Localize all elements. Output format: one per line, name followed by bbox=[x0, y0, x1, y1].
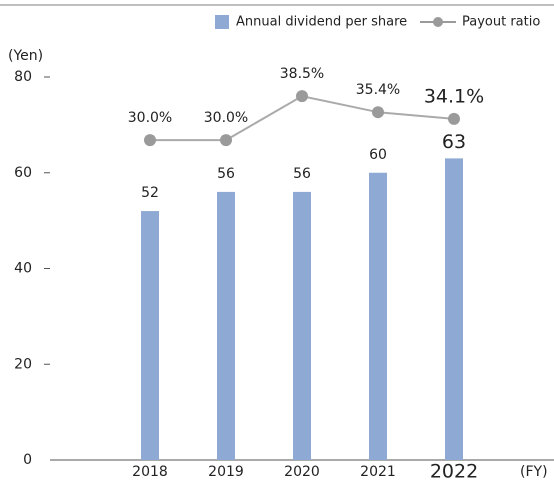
x-tick-label: 2022 bbox=[430, 461, 478, 483]
ratio-marker bbox=[448, 112, 460, 125]
ratio-line bbox=[150, 95, 455, 142]
y-tick-label: 20 bbox=[14, 356, 32, 372]
x-axis-label: (FY) bbox=[520, 464, 548, 480]
bar bbox=[141, 211, 159, 460]
x-tick-label: 2020 bbox=[284, 464, 320, 480]
ratio-marker bbox=[220, 134, 232, 147]
bar-value-label: 56 bbox=[217, 166, 235, 182]
y-tick-label: 60 bbox=[14, 165, 32, 181]
bar-value-label: 52 bbox=[141, 185, 159, 201]
y-tick-label: 0 bbox=[23, 452, 32, 468]
bar bbox=[445, 158, 463, 460]
bar bbox=[217, 191, 235, 460]
ratio-marker bbox=[296, 90, 308, 103]
ratio-value-label: 35.4% bbox=[356, 82, 400, 98]
bar-value-label: 63 bbox=[442, 131, 466, 153]
x-tick-label: 2018 bbox=[132, 464, 168, 480]
x-tick-label: 2019 bbox=[208, 464, 244, 480]
bar-value-label: 60 bbox=[369, 147, 387, 163]
x-tick-label: 2021 bbox=[360, 464, 396, 480]
y-tick-label: 80 bbox=[14, 69, 32, 85]
bar-value-label: 56 bbox=[293, 166, 311, 182]
legend-swatch bbox=[215, 15, 229, 29]
ratio-marker bbox=[372, 106, 384, 119]
bar bbox=[369, 172, 387, 460]
legend-label: Annual dividend per share bbox=[236, 15, 407, 30]
ratio-marker bbox=[144, 134, 156, 147]
y-axis-label: (Yen) bbox=[8, 48, 43, 64]
ratio-value-label: 30.0% bbox=[204, 110, 248, 126]
bar bbox=[293, 191, 311, 460]
y-tick-label: 40 bbox=[14, 261, 32, 277]
ratio-value-label: 34.1% bbox=[424, 85, 484, 107]
ratio-value-label: 38.5% bbox=[280, 66, 324, 82]
legend-marker bbox=[433, 17, 443, 27]
legend-label: Payout ratio bbox=[462, 15, 540, 30]
ratio-value-label: 30.0% bbox=[128, 110, 172, 126]
